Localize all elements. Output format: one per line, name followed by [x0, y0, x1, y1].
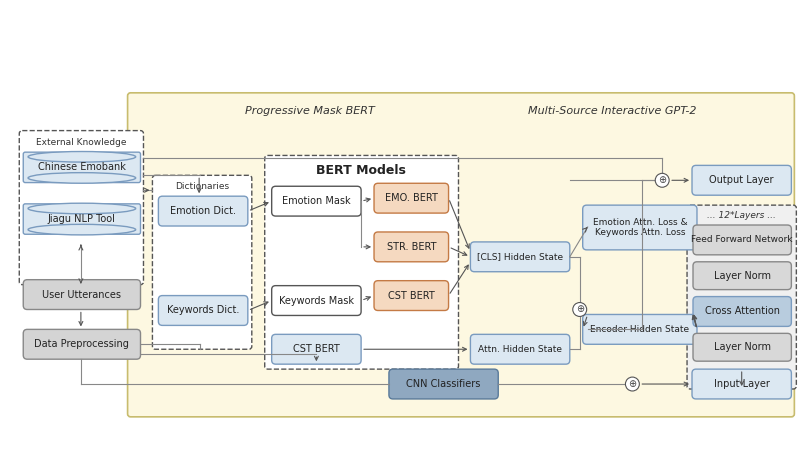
Text: Emotion Attn. Loss &
Keywords Attn. Loss: Emotion Attn. Loss & Keywords Attn. Loss: [592, 218, 687, 237]
FancyBboxPatch shape: [23, 152, 141, 182]
Text: ⊕: ⊕: [575, 304, 584, 314]
Text: [CLS] Hidden State: [CLS] Hidden State: [477, 253, 563, 261]
Text: Multi-Source Interactive GPT-2: Multi-Source Interactive GPT-2: [528, 106, 696, 116]
Text: External Knowledge: External Knowledge: [36, 138, 126, 147]
FancyBboxPatch shape: [583, 314, 697, 344]
Text: Attn. Hidden State: Attn. Hidden State: [478, 345, 562, 354]
Ellipse shape: [28, 203, 136, 214]
FancyBboxPatch shape: [374, 281, 448, 310]
FancyBboxPatch shape: [470, 334, 570, 364]
FancyBboxPatch shape: [271, 186, 361, 216]
FancyBboxPatch shape: [583, 205, 697, 250]
Text: Jiagu NLP Tool: Jiagu NLP Tool: [48, 214, 116, 224]
FancyBboxPatch shape: [19, 131, 144, 285]
Text: EMO. BERT: EMO. BERT: [385, 193, 438, 203]
Circle shape: [625, 377, 639, 391]
Text: Progressive Mask BERT: Progressive Mask BERT: [245, 106, 374, 116]
FancyBboxPatch shape: [470, 242, 570, 272]
FancyBboxPatch shape: [693, 262, 791, 290]
FancyBboxPatch shape: [693, 297, 791, 326]
Text: Output Layer: Output Layer: [709, 175, 774, 185]
FancyBboxPatch shape: [23, 329, 141, 359]
FancyBboxPatch shape: [158, 196, 248, 226]
Text: CST BERT: CST BERT: [293, 344, 340, 354]
FancyBboxPatch shape: [153, 175, 252, 349]
Text: Data Preprocessing: Data Preprocessing: [35, 339, 129, 349]
Text: CST BERT: CST BERT: [388, 291, 435, 301]
FancyBboxPatch shape: [23, 204, 141, 234]
FancyBboxPatch shape: [271, 286, 361, 315]
FancyBboxPatch shape: [687, 205, 797, 389]
Text: Keywords Dict.: Keywords Dict.: [167, 305, 239, 315]
Text: ⊕: ⊕: [629, 379, 637, 389]
Circle shape: [573, 303, 587, 317]
Text: Dictionaries: Dictionaries: [175, 182, 229, 191]
Ellipse shape: [28, 172, 136, 183]
FancyBboxPatch shape: [265, 156, 458, 369]
FancyBboxPatch shape: [693, 334, 791, 361]
Text: ⊕: ⊕: [659, 175, 667, 185]
Text: Chinese Emobank: Chinese Emobank: [38, 162, 126, 172]
FancyBboxPatch shape: [23, 280, 141, 309]
FancyBboxPatch shape: [692, 165, 791, 195]
FancyBboxPatch shape: [692, 369, 791, 399]
Text: Feed Forward Network: Feed Forward Network: [692, 235, 793, 244]
FancyBboxPatch shape: [128, 93, 794, 417]
FancyBboxPatch shape: [389, 369, 499, 399]
FancyBboxPatch shape: [374, 232, 448, 262]
Text: BERT Models: BERT Models: [316, 164, 406, 177]
Text: Cross Attention: Cross Attention: [705, 307, 780, 317]
Ellipse shape: [28, 224, 136, 235]
FancyBboxPatch shape: [158, 296, 248, 325]
Ellipse shape: [28, 152, 136, 162]
Text: CNN Classifiers: CNN Classifiers: [406, 379, 481, 389]
Circle shape: [655, 173, 669, 187]
FancyBboxPatch shape: [693, 225, 791, 255]
Text: Layer Norm: Layer Norm: [713, 342, 771, 352]
FancyBboxPatch shape: [374, 183, 448, 213]
Text: Encoder Hidden State: Encoder Hidden State: [591, 325, 689, 334]
FancyBboxPatch shape: [271, 334, 361, 364]
Text: User Utterances: User Utterances: [42, 289, 121, 299]
Text: Input Layer: Input Layer: [713, 379, 770, 389]
Text: STR. BERT: STR. BERT: [386, 242, 436, 252]
Text: Emotion Dict.: Emotion Dict.: [170, 206, 236, 216]
Text: Emotion Mask: Emotion Mask: [282, 196, 351, 206]
Text: ... 12*Layers ...: ... 12*Layers ...: [707, 211, 776, 220]
Text: Keywords Mask: Keywords Mask: [279, 296, 354, 306]
Text: Layer Norm: Layer Norm: [713, 271, 771, 281]
